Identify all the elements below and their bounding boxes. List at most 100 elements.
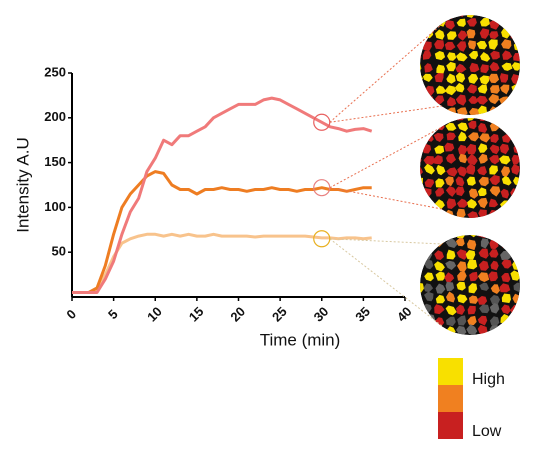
cell [489, 303, 500, 314]
cell [445, 305, 457, 316]
cell [469, 62, 480, 73]
cell [478, 176, 489, 187]
cell [489, 249, 499, 258]
x-tick-label: 30 [311, 304, 332, 325]
y-tick-label: 150 [44, 154, 66, 169]
cell [511, 154, 520, 165]
cell [420, 105, 423, 115]
cell [420, 291, 422, 302]
cell [465, 15, 475, 18]
x-axis-label: Time (min) [260, 330, 341, 349]
cell [468, 40, 476, 50]
cell [457, 294, 468, 304]
cell [424, 291, 434, 302]
cell [424, 163, 435, 175]
cell [478, 260, 489, 271]
cell [469, 107, 480, 115]
cell [510, 237, 520, 246]
cell [511, 164, 520, 175]
cell [480, 64, 489, 74]
highlight [313, 230, 331, 248]
cell [467, 305, 476, 315]
cell [445, 238, 458, 248]
cell [446, 249, 456, 260]
cell [454, 82, 465, 93]
cell [456, 41, 467, 52]
cell [420, 177, 423, 187]
cell [422, 235, 433, 238]
cell [512, 315, 520, 326]
cell [435, 188, 445, 197]
cell [489, 118, 500, 120]
cell [478, 143, 488, 153]
cell [499, 143, 510, 155]
cell [489, 144, 500, 155]
cell [455, 63, 467, 73]
cell [446, 61, 456, 72]
cell [467, 259, 478, 270]
cell [489, 165, 498, 175]
cell [511, 210, 520, 218]
cell [488, 73, 500, 84]
cell [456, 249, 468, 260]
cell [435, 271, 446, 281]
cell [420, 211, 421, 218]
cell [499, 155, 511, 165]
cell [489, 198, 499, 208]
cell [422, 73, 433, 82]
cell [445, 85, 457, 96]
cell [420, 238, 423, 248]
cell [420, 328, 423, 335]
cell [455, 94, 467, 106]
cell [500, 121, 510, 131]
cell [477, 197, 488, 209]
cell [435, 95, 445, 105]
cell [422, 15, 433, 18]
cell [489, 316, 500, 327]
cell [491, 15, 501, 18]
cell [444, 41, 456, 51]
cell [467, 198, 477, 209]
cell [477, 296, 488, 305]
connector [329, 187, 443, 210]
cell [434, 304, 445, 315]
cell [420, 28, 422, 39]
cell [490, 133, 499, 143]
y-axis-label: Intensity A.U [13, 137, 32, 232]
cell [510, 270, 520, 281]
cell [468, 120, 477, 130]
cell [436, 64, 445, 75]
cell [420, 166, 423, 176]
cell [490, 284, 500, 294]
cell [501, 273, 511, 283]
series-line [72, 170, 372, 294]
series-line [72, 96, 373, 294]
cell [456, 198, 469, 208]
cell-image [420, 15, 520, 115]
cell [512, 96, 520, 108]
cell [501, 62, 513, 71]
cell [420, 118, 424, 119]
cell [479, 133, 491, 143]
colorscale-swatch [438, 358, 463, 385]
x-tick-label: 20 [227, 304, 248, 325]
cell [512, 293, 520, 304]
connector [329, 126, 443, 189]
cell [489, 155, 500, 165]
cell [446, 167, 458, 177]
cell [458, 131, 467, 142]
cell [501, 304, 511, 315]
cell [445, 118, 457, 121]
cell [479, 15, 488, 17]
cell [468, 132, 479, 142]
cell [422, 326, 434, 335]
cell [420, 144, 423, 154]
cell [435, 327, 446, 335]
cell-image [420, 235, 520, 335]
cell [435, 120, 445, 131]
cell [513, 53, 520, 62]
cell [467, 315, 477, 326]
cell [420, 188, 422, 198]
cell [500, 250, 511, 260]
cell [478, 153, 488, 164]
